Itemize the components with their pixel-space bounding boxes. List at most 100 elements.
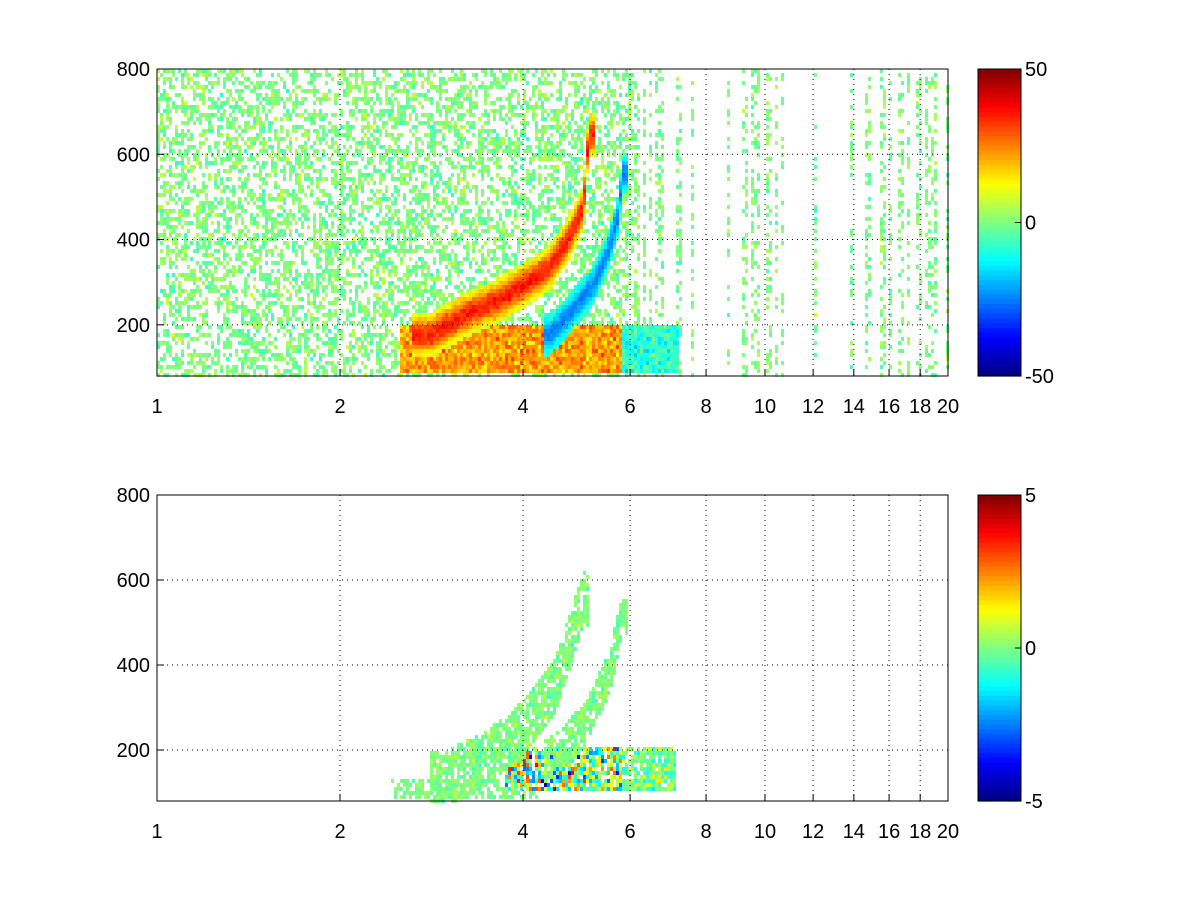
heatmap-cell: [313, 253, 316, 257]
heatmap-cell: [388, 197, 391, 201]
heatmap-cell: [334, 161, 337, 165]
heatmap-cell: [433, 141, 436, 145]
heatmap-cell: [481, 165, 484, 169]
heatmap-cell: [205, 357, 208, 361]
heatmap-cell: [403, 233, 406, 237]
heatmap-cell: [262, 181, 265, 185]
heatmap-cell: [349, 85, 352, 89]
heatmap-cell: [442, 321, 445, 325]
heatmap-cell: [409, 337, 412, 341]
heatmap-cell: [469, 261, 472, 265]
heatmap-cell: [529, 177, 532, 181]
heatmap-cell: [304, 141, 307, 145]
heatmap-cell: [469, 89, 472, 93]
heatmap-cell: [271, 169, 274, 173]
heatmap-cell: [199, 141, 202, 145]
heatmap-cell: [364, 349, 367, 353]
heatmap-cell: [310, 117, 313, 121]
heatmap-cell: [463, 165, 466, 169]
heatmap-cell: [187, 169, 190, 173]
heatmap-cell: [469, 333, 472, 337]
heatmap-cell: [412, 373, 415, 377]
heatmap-cell: [523, 285, 526, 289]
heatmap-cell: [268, 153, 271, 157]
heatmap-cell: [490, 189, 493, 193]
heatmap-cell: [376, 357, 379, 361]
heatmap-cell: [229, 105, 232, 109]
heatmap-cell: [511, 233, 514, 237]
heatmap-cell: [274, 161, 277, 165]
heatmap-cell: [316, 337, 319, 341]
heatmap-cell: [229, 225, 232, 229]
heatmap-cell: [187, 197, 190, 201]
heatmap-cell: [160, 185, 163, 189]
heatmap-cell: [289, 145, 292, 149]
heatmap-cell: [325, 313, 328, 317]
heatmap-cell: [484, 93, 487, 97]
heatmap-cell: [217, 109, 220, 113]
heatmap-cell: [511, 337, 514, 341]
heatmap-cell: [451, 237, 454, 241]
heatmap-cell: [292, 129, 295, 133]
heatmap-cell: [169, 165, 172, 169]
heatmap-cell: [262, 137, 265, 141]
heatmap-cell: [412, 165, 415, 169]
heatmap-cell: [268, 209, 271, 213]
heatmap-cell: [262, 165, 265, 169]
heatmap-cell: [178, 305, 181, 309]
heatmap-cell: [511, 285, 514, 289]
heatmap-cell: [325, 293, 328, 297]
heatmap-cell: [385, 73, 388, 77]
heatmap-cell: [430, 325, 433, 329]
heatmap-cell: [481, 357, 484, 361]
heatmap-cell: [532, 105, 535, 109]
heatmap-cell: [391, 349, 394, 353]
heatmap-cell: [466, 145, 469, 149]
heatmap-cell: [283, 149, 286, 153]
heatmap-cell: [187, 213, 190, 217]
heatmap-cell: [235, 77, 238, 81]
heatmap-cell: [352, 109, 355, 113]
heatmap-cell: [511, 365, 514, 369]
heatmap-cell: [175, 257, 178, 261]
heatmap-cell: [313, 365, 316, 369]
heatmap-cell: [310, 329, 313, 333]
heatmap-cell: [406, 353, 409, 357]
heatmap-cell: [448, 269, 451, 273]
heatmap-cell: [475, 193, 478, 197]
heatmap-cell: [370, 105, 373, 109]
heatmap-cell: [277, 93, 280, 97]
heatmap-cell: [223, 273, 226, 277]
heatmap-cell: [457, 341, 460, 345]
heatmap-cell: [415, 225, 418, 229]
heatmap-cell: [172, 313, 175, 317]
heatmap-cell: [532, 185, 535, 189]
heatmap-cell: [475, 369, 478, 373]
heatmap-cell: [226, 365, 229, 369]
heatmap-cell: [385, 233, 388, 237]
heatmap-cell: [274, 301, 277, 305]
heatmap-cell: [355, 201, 358, 205]
heatmap-cell: [364, 281, 367, 285]
heatmap-cell: [244, 109, 247, 113]
heatmap-cell: [526, 217, 529, 221]
heatmap-cell: [343, 365, 346, 369]
heatmap-cell: [367, 141, 370, 145]
heatmap-cell: [247, 253, 250, 257]
heatmap-cell: [346, 77, 349, 81]
heatmap-cell: [178, 365, 181, 369]
heatmap-cell: [250, 317, 253, 321]
heatmap-cell: [256, 257, 259, 261]
heatmap-cell: [427, 145, 430, 149]
heatmap-cell: [412, 97, 415, 101]
heatmap-cell: [217, 221, 220, 225]
heatmap-cell: [460, 73, 463, 77]
heatmap-cell: [223, 341, 226, 345]
heatmap-cell: [271, 317, 274, 321]
heatmap-cell: [511, 105, 514, 109]
heatmap-cell: [472, 125, 475, 129]
heatmap-cell: [457, 105, 460, 109]
heatmap-cell: [448, 361, 451, 365]
heatmap-cell: [277, 293, 280, 297]
heatmap-cell: [289, 329, 292, 333]
